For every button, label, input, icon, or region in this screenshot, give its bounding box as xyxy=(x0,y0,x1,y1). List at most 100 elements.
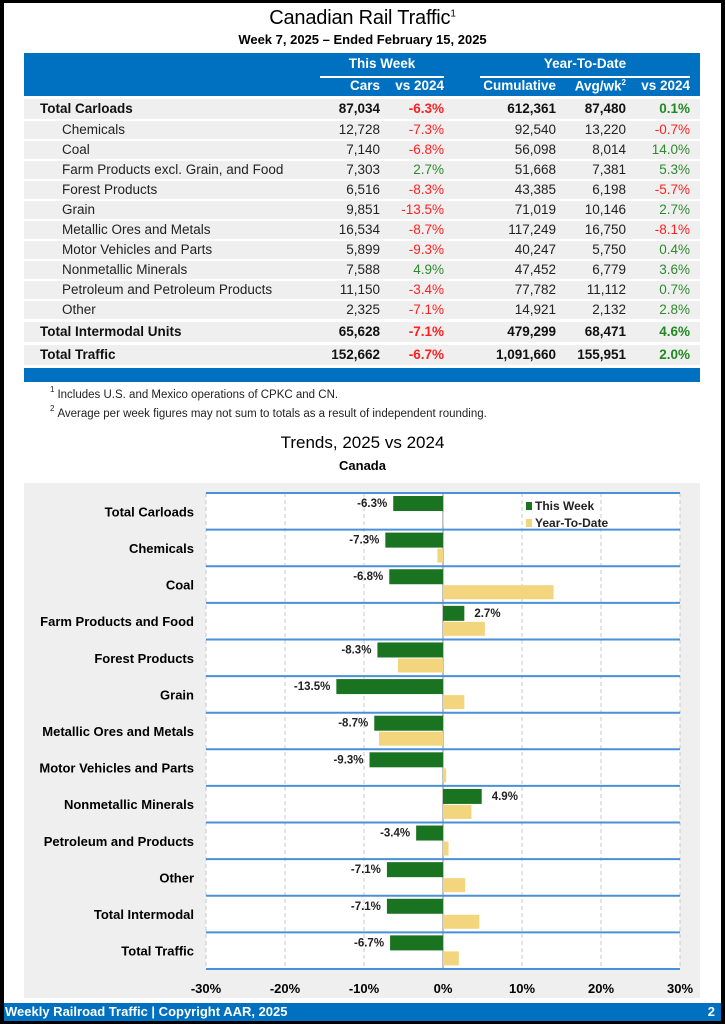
category-label: Nonmetallic Minerals xyxy=(64,797,194,812)
cell-vs2024-week: 2.7% xyxy=(413,162,444,177)
footnote-text: Average per week figures may not sum to … xyxy=(57,407,487,420)
bar-year-to-date xyxy=(443,695,465,710)
bar-year-to-date xyxy=(443,951,459,966)
chart-area: -30% -20% -10% 0% 10% 20% 30% Total Carloads -6.… xyxy=(24,483,700,998)
cell-vs2024-ytd: 2.8% xyxy=(659,302,690,317)
cell-cumulative: 77,782 xyxy=(514,282,556,297)
bar-this-week xyxy=(386,862,443,878)
cell-vs2024-ytd: 0.4% xyxy=(659,242,690,257)
cell-avgwk: 10,146 xyxy=(584,202,626,217)
x-tick-label: -30% xyxy=(191,981,222,996)
table-row: Total Intermodal Units 65,628 -7.1% 479,299… xyxy=(24,322,700,342)
table-row: Nonmetallic Minerals 7,588 4.9% 47,452 6,779… xyxy=(24,261,700,279)
col-avgwk-label: Avg/wk xyxy=(574,78,622,94)
bar-value-label: -6.3% xyxy=(357,498,387,510)
bar-this-week xyxy=(389,569,443,585)
table-row: Forest Products 6,516 -8.3% 43,385 6,198 -5.7… xyxy=(24,181,700,199)
cell-vs2024-ytd: 14.0% xyxy=(651,142,690,157)
cell-cumulative: 56,098 xyxy=(514,142,556,157)
cell-cars: 65,628 xyxy=(338,324,380,339)
cell-avgwk: 68,471 xyxy=(584,324,626,339)
legend-label-this-week: This Week xyxy=(535,499,594,513)
table-row: Other 2,325 -7.1% 14,921 2,132 2.8% xyxy=(24,301,700,319)
category-label: Farm Products and Food xyxy=(40,614,194,629)
avgwk-footnote-marker: 2 xyxy=(621,78,626,87)
report-page: Canadian Rail Traffic1 Week 7, 2025 – En… xyxy=(4,3,721,1021)
legend-swatch-ytd xyxy=(526,519,532,527)
footer-copyright: Weekly Railroad Traffic | Copyright AAR,… xyxy=(5,1004,288,1019)
cell-vs2024-ytd: 0.7% xyxy=(659,282,690,297)
bar-value-label: -8.3% xyxy=(341,644,371,656)
table-row: Coal 7,140 -6.8% 56,098 8,014 14.0% xyxy=(24,141,700,159)
row-label: Coal xyxy=(62,142,90,157)
cell-cumulative: 51,668 xyxy=(514,162,556,177)
row-label: Forest Products xyxy=(62,182,158,197)
cell-vs2024-ytd: 3.6% xyxy=(659,262,690,277)
category-label: Grain xyxy=(160,687,194,702)
bar-value-label: 2.7% xyxy=(474,608,500,620)
cell-cumulative: 43,385 xyxy=(514,182,556,197)
cell-cumulative: 47,452 xyxy=(514,262,556,277)
category-label: Coal xyxy=(166,578,194,593)
cell-cars: 12,728 xyxy=(338,122,380,137)
category-label: Chemicals xyxy=(129,541,194,556)
x-tick-label: 20% xyxy=(588,981,614,996)
cell-avgwk: 11,112 xyxy=(586,282,626,297)
col-cumulative: Cumulative xyxy=(483,78,556,93)
cell-avgwk: 155,951 xyxy=(577,347,626,362)
cell-avgwk: 2,132 xyxy=(592,302,626,317)
cell-cumulative: 14,921 xyxy=(514,302,556,317)
cell-cumulative: 1,091,660 xyxy=(495,347,556,362)
title-text: Canadian Rail Traffic xyxy=(269,7,451,29)
table-header: This Week Year-To-Date Cars vs 2024 Cumu… xyxy=(24,53,700,96)
table-row: Chemicals 12,728 -7.3% 92,540 13,220 -0.7% xyxy=(24,121,700,139)
cell-avgwk: 5,750 xyxy=(592,242,626,257)
cell-cars: 2,325 xyxy=(346,302,380,317)
category-label: Total Intermodal xyxy=(94,907,194,922)
cell-avgwk: 16,750 xyxy=(584,222,626,237)
row-label: Total Traffic xyxy=(40,347,116,362)
bar-this-week xyxy=(393,496,443,511)
cell-cumulative: 92,540 xyxy=(514,122,556,137)
bar-value-label: -3.4% xyxy=(380,828,410,840)
table-row: Metallic Ores and Metals 16,534 -8.7% 117,2… xyxy=(24,221,700,239)
bar-year-to-date xyxy=(443,841,449,856)
bar-value-label: -8.7% xyxy=(338,718,368,730)
group-this-week: This Week xyxy=(320,56,444,78)
col-vs2024-ytd: vs 2024 xyxy=(641,78,690,93)
category-label: Petroleum and Products xyxy=(44,834,194,849)
cell-vs2024-week: -6.8% xyxy=(408,142,444,157)
cell-cars: 87,034 xyxy=(338,101,380,116)
page-subtitle: Week 7, 2025 – Ended February 15, 2025 xyxy=(238,32,487,47)
bar-this-week xyxy=(443,788,482,804)
page-number: 2 xyxy=(707,1004,715,1019)
bar-year-to-date xyxy=(443,621,485,636)
table-row: Petroleum and Petroleum Products 11,150 -3… xyxy=(24,281,700,299)
bar-value-label: -7.3% xyxy=(349,535,379,547)
chart-title: Trends, 2025 vs 2024 xyxy=(280,433,445,452)
bar-value-label: -6.7% xyxy=(354,937,384,949)
row-label: Farm Products excl. Grain, and Food xyxy=(62,162,284,177)
category-label: Motor Vehicles and Parts xyxy=(39,761,194,776)
bar-year-to-date xyxy=(379,731,443,746)
bar-this-week xyxy=(443,605,465,621)
legend-label-ytd: Year-To-Date xyxy=(535,516,608,530)
cell-cumulative: 479,299 xyxy=(507,324,556,339)
row-label: Other xyxy=(62,302,96,317)
category-label: Other xyxy=(159,870,194,885)
bar-year-to-date xyxy=(437,548,443,563)
bar-value-label: -9.3% xyxy=(333,754,363,766)
bar-value-label: -7.1% xyxy=(351,901,381,913)
col-cars: Cars xyxy=(349,78,380,93)
bar-year-to-date xyxy=(397,658,443,673)
cell-vs2024-week: -9.3% xyxy=(408,242,444,257)
page-title: Canadian Rail Traffic1 xyxy=(4,7,721,30)
x-tick-label: 10% xyxy=(509,981,535,996)
col-vs2024-week: vs 2024 xyxy=(395,78,444,93)
bar-year-to-date xyxy=(443,512,444,526)
bar-this-week xyxy=(390,935,443,951)
bar-this-week xyxy=(377,642,443,658)
cell-avgwk: 6,198 xyxy=(592,182,626,197)
cell-vs2024-week: -13.5% xyxy=(401,202,444,217)
cell-cars: 9,851 xyxy=(346,202,380,217)
